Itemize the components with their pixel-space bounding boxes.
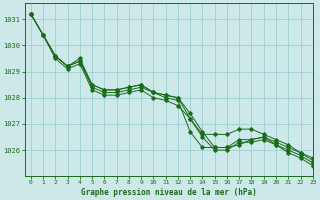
X-axis label: Graphe pression niveau de la mer (hPa): Graphe pression niveau de la mer (hPa) xyxy=(81,188,257,197)
